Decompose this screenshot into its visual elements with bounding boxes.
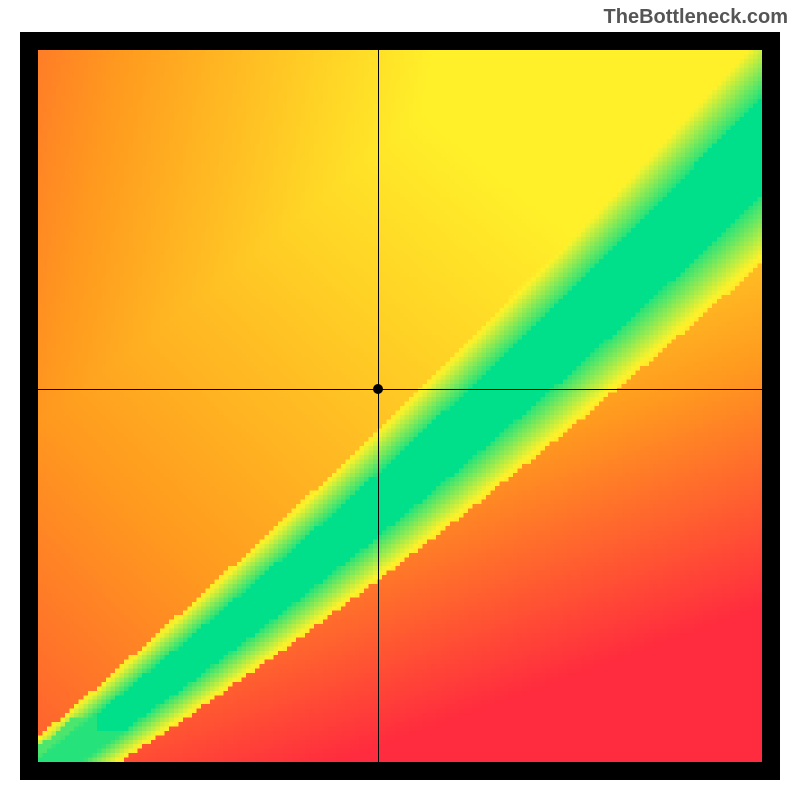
crosshair-horizontal [38, 389, 762, 390]
crosshair-vertical [378, 50, 379, 762]
chart-wrapper: TheBottleneck.com [0, 0, 800, 800]
plot-frame [20, 32, 780, 780]
watermark-text: TheBottleneck.com [604, 6, 788, 29]
crosshair-marker [373, 384, 383, 394]
heatmap-canvas [38, 50, 762, 762]
